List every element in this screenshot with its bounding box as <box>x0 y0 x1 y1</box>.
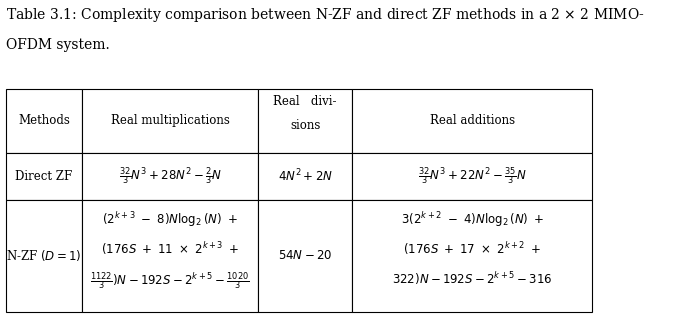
Text: Real additions: Real additions <box>430 114 514 127</box>
Text: N-ZF $(D=1)$: N-ZF $(D=1)$ <box>6 248 82 264</box>
Bar <box>82 200 258 312</box>
Bar <box>6 153 82 200</box>
Text: $(176S\ +\ 17\ \times\ 2^{k+2}\ +$: $(176S\ +\ 17\ \times\ 2^{k+2}\ +$ <box>403 240 541 257</box>
Bar <box>82 153 258 200</box>
Text: Real multiplications: Real multiplications <box>111 114 230 127</box>
Text: $(2^{k+3}\ -\ 8)N\log_2(N)\ +$: $(2^{k+3}\ -\ 8)N\log_2(N)\ +$ <box>102 210 238 229</box>
Text: $\frac{32}{3}N^3+22N^2-\frac{35}{3}N$: $\frac{32}{3}N^3+22N^2-\frac{35}{3}N$ <box>418 166 526 187</box>
Bar <box>258 153 352 200</box>
Text: OFDM system.: OFDM system. <box>6 38 110 52</box>
Bar <box>82 89 258 153</box>
Bar <box>352 200 592 312</box>
Bar <box>352 153 592 200</box>
Text: Direct ZF: Direct ZF <box>15 170 73 183</box>
Text: Methods: Methods <box>18 114 70 127</box>
Text: Real   divi-: Real divi- <box>273 95 337 108</box>
Text: $322)N-192S-2^{k+5}-316$: $322)N-192S-2^{k+5}-316$ <box>392 270 552 287</box>
Text: $4N^2+2N$: $4N^2+2N$ <box>278 168 332 185</box>
Text: $\frac{1122}{3})N-192S-2^{k+5}-\frac{1020}{3}$: $\frac{1122}{3})N-192S-2^{k+5}-\frac{102… <box>90 270 250 292</box>
Text: $(176S\ +\ 11\ \times\ 2^{k+3}\ +$: $(176S\ +\ 11\ \times\ 2^{k+3}\ +$ <box>101 240 239 257</box>
Text: $\frac{32}{3}N^3+28N^2-\frac{2}{3}N$: $\frac{32}{3}N^3+28N^2-\frac{2}{3}N$ <box>118 166 222 187</box>
Text: $3(2^{k+2}\ -\ 4)N\log_2(N)\ +$: $3(2^{k+2}\ -\ 4)N\log_2(N)\ +$ <box>400 210 544 229</box>
Text: $54N-20$: $54N-20$ <box>278 250 332 262</box>
Bar <box>6 200 82 312</box>
Bar <box>6 89 82 153</box>
Bar <box>352 89 592 153</box>
Text: Table 3.1: Complexity comparison between N-ZF and direct ZF methods in a 2 $\tim: Table 3.1: Complexity comparison between… <box>6 6 645 24</box>
Bar <box>258 200 352 312</box>
Bar <box>258 89 352 153</box>
Text: sions: sions <box>290 119 321 132</box>
